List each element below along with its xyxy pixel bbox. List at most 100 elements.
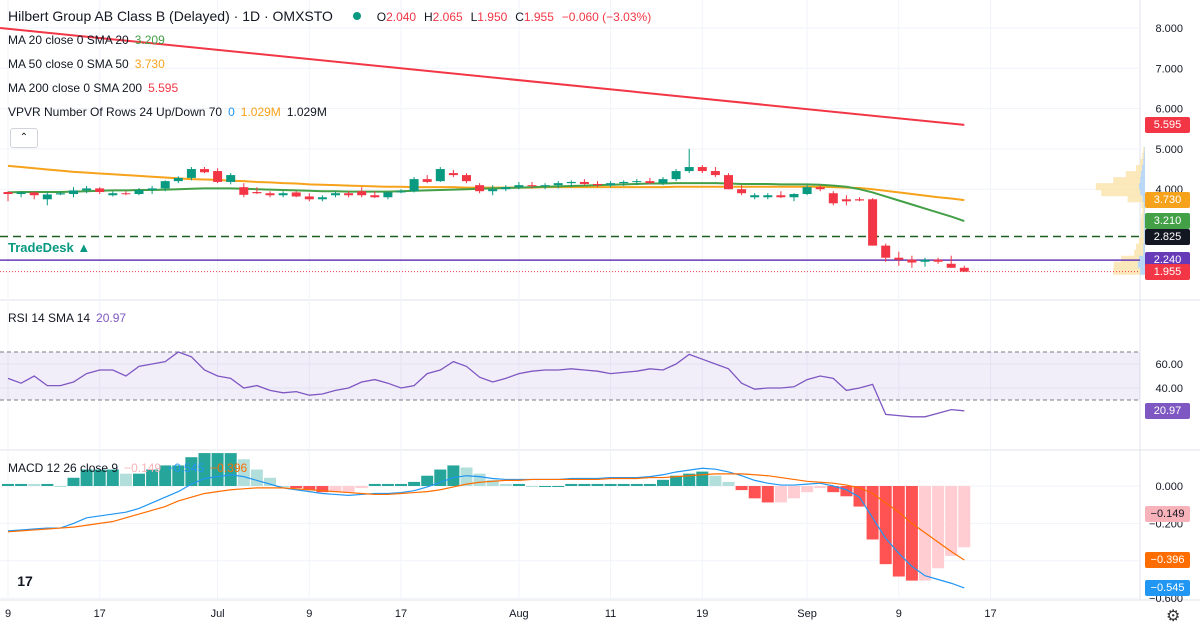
time-axis-label: 17 (93, 608, 106, 620)
symbol-title[interactable]: Hilbert Group AB Class B (Delayed) · 1D … (8, 8, 333, 24)
volume-profile-down-bar (1142, 195, 1145, 203)
ma20-legend[interactable]: MA 20 close 0 SMA 20 3.209 (8, 32, 171, 48)
candle-body (409, 179, 419, 192)
macd-histogram-bar (106, 469, 119, 486)
volume-profile-down-bar (1143, 243, 1145, 251)
volume-profile-up-bar (1142, 207, 1145, 215)
volume-profile-down-bar (1143, 225, 1145, 233)
candle-body (42, 194, 52, 200)
volume-profile-up-bar (1140, 231, 1144, 239)
candle-body (213, 171, 223, 182)
candle-body (278, 193, 288, 196)
macd-histogram-bar (512, 483, 525, 486)
candle-body (527, 185, 537, 187)
vpvr-value-3: 1.029M (286, 105, 327, 119)
candle-body (291, 192, 301, 197)
macd-histogram-bar (421, 475, 434, 486)
macd-histogram-bar (748, 486, 761, 499)
vpvr-value-1: 0 (228, 105, 235, 119)
macd-histogram-bar (146, 469, 159, 486)
chart-header: Hilbert Group AB Class B (Delayed) · 1D … (8, 8, 655, 24)
macd-histogram-bar (15, 483, 28, 486)
macd-value-tag: −0.545 (1145, 579, 1190, 596)
sma200-line (0, 27, 965, 126)
macd-legend[interactable]: MACD 12 26 close 9 −0.149 −0.545 −0.396 (8, 460, 253, 476)
volume-profile-up-bar (1142, 152, 1144, 160)
sma20-line (7, 182, 965, 222)
price-tag: 1.955 (1145, 263, 1190, 280)
macd-histogram-bar (93, 469, 106, 486)
macd-value-tag: −0.149 (1145, 505, 1190, 522)
macd-hist-value: −0.149 (124, 461, 162, 475)
candle-body (55, 193, 65, 195)
tradingview-logo[interactable]: 17 (10, 570, 40, 592)
macd-value-tag: −0.396 (1145, 552, 1190, 569)
close-label: C (515, 10, 524, 24)
macd-histogram-bar (722, 481, 735, 486)
time-axis-label: 9 (895, 608, 902, 620)
macd-histogram-bar (224, 453, 237, 486)
open-label: O (376, 10, 387, 24)
candle-body (134, 190, 144, 195)
price-tag: 5.595 (1145, 116, 1190, 133)
volume-profile-up-bar (1141, 213, 1144, 221)
volume-profile-up-bar (1141, 201, 1144, 209)
ma50-value: 3.730 (134, 57, 165, 71)
volume-profile-up-bar (1136, 243, 1144, 251)
candle-body (658, 179, 668, 184)
volume-profile-up-bar (1143, 146, 1145, 154)
volume-profile-up-bar (1125, 171, 1141, 179)
ma200-legend[interactable]: MA 200 close 0 SMA 200 5.595 (8, 80, 184, 96)
candle-body (540, 185, 550, 187)
candle-body (121, 193, 131, 195)
candle-body (697, 167, 707, 172)
volume-profile-down-bar (1143, 249, 1145, 257)
ma50-legend[interactable]: MA 50 close 0 SMA 50 3.730 (8, 56, 171, 72)
macd-histogram-bar (670, 475, 683, 486)
candle-body (632, 181, 642, 183)
candle-body (841, 199, 851, 202)
candle-body (710, 171, 720, 176)
price-axis-label: 7.000 (1155, 63, 1183, 75)
candle-body (252, 192, 262, 194)
candle-body (29, 192, 39, 196)
vpvr-legend[interactable]: VPVR Number Of Rows 24 Up/Down 70 0 1.029M… (8, 104, 333, 120)
tradedesk-label[interactable]: TradeDesk ▲ (8, 240, 90, 255)
candle-body (815, 187, 825, 190)
candle-body (763, 195, 773, 198)
macd-histogram-bar (41, 483, 54, 486)
settings-gear-icon[interactable]: ⚙ (1166, 608, 1181, 625)
volume-profile-down-bar (1143, 219, 1145, 227)
candle-body (448, 173, 458, 176)
volume-profile-down-bar (1143, 152, 1145, 160)
candle-body (357, 191, 367, 196)
macd-histogram-bar (303, 486, 316, 491)
volume-profile-up-bar (1113, 177, 1141, 185)
macd-histogram-bar (539, 486, 552, 487)
macd-histogram-bar (892, 486, 905, 577)
rsi-legend[interactable]: RSI 14 SMA 14 20.97 (8, 310, 132, 326)
candle-body (959, 267, 969, 272)
close-value: 1.955 (523, 10, 554, 24)
price-tag: 3.210 (1145, 213, 1190, 230)
macd-histogram-bar (381, 483, 394, 486)
macd-histogram-bar (604, 483, 617, 486)
macd-histogram-bar (683, 473, 696, 486)
ma200-value: 5.595 (148, 81, 179, 95)
macd-histogram-bar (827, 486, 840, 493)
volume-profile-down-bar (1143, 201, 1145, 209)
collapse-legend-button[interactable]: ⌃ (10, 128, 38, 148)
volume-profile-down-bar (1144, 207, 1145, 215)
volume-profile-up-bar (1140, 219, 1144, 227)
volume-profile-down-bar (1140, 177, 1145, 185)
candle-body (566, 181, 576, 184)
volume-profile-down-bar (1143, 159, 1145, 167)
macd-histogram-bar (80, 469, 93, 486)
volume-profile-up-bar (1121, 255, 1139, 263)
candle-body (946, 263, 956, 268)
candle-body (435, 169, 445, 182)
macd-histogram-bar (264, 477, 276, 486)
macd-histogram-bar (814, 486, 827, 489)
macd-histogram-bar (499, 483, 512, 486)
